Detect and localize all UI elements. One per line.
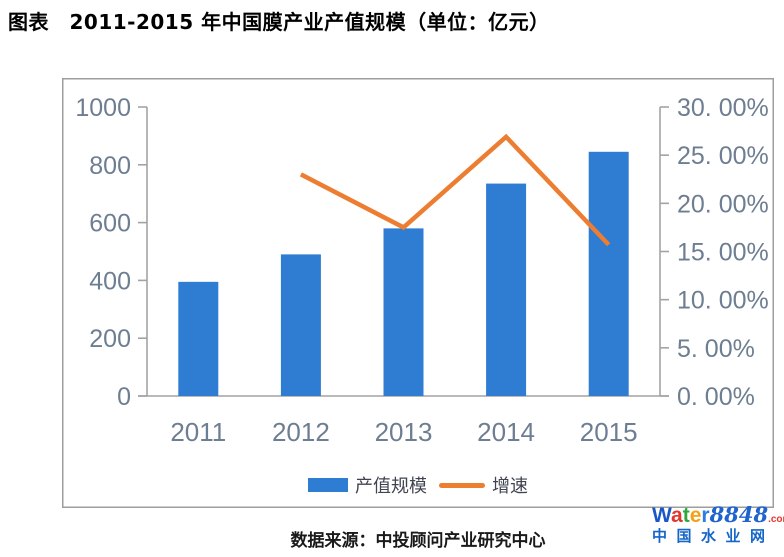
wordmark-8848: 8848: [709, 502, 769, 527]
chart-svg: 0 200 400 600 800 1000 0. 00% 5. 00% 10. 00% 15. …: [62, 78, 774, 508]
bar-2011: [178, 281, 219, 396]
left-axis-tick-label: 600: [89, 210, 131, 238]
data-source-caption: 数据来源：中投顾问产业研究中心: [290, 531, 546, 550]
right-axis-tick-label: 10. 00%: [677, 287, 769, 315]
x-axis-label-2013: 2013: [375, 417, 433, 447]
wordmark-letter: W: [652, 504, 672, 527]
chart-frame: 0 200 400 600 800 1000 0. 00% 5. 00% 10. 00% 15. …: [62, 78, 774, 508]
bar-2014: [486, 183, 527, 396]
wordmark-letter: e: [689, 504, 702, 527]
x-axis-label-2011: 2011: [170, 417, 226, 447]
legend-item-growth: 增速: [439, 472, 528, 498]
legend: 产值规模 增速: [62, 472, 774, 498]
growth-line: [299, 133, 611, 247]
right-axis-tick-label: 15. 00%: [677, 239, 769, 267]
wordmark-letter: a: [671, 504, 683, 527]
water8848-cn-name: 中国水业网: [652, 527, 775, 545]
line-series-marker-icon: [439, 482, 485, 488]
bar-2013: [383, 228, 424, 396]
wordmark-dotcom: .com: [768, 514, 784, 525]
right-axis-tick-label: 25. 00%: [677, 142, 769, 170]
right-axis-tick-label: 30. 00%: [677, 94, 769, 122]
chart-border: [62, 78, 774, 508]
x-axis-label-2012: 2012: [272, 417, 330, 447]
left-axis-tick-label: 400: [89, 267, 131, 295]
bar-2015: [588, 151, 629, 396]
x-axis-label-2015: 2015: [580, 417, 638, 447]
water8848-wordmark: Water8848.com: [652, 504, 784, 526]
left-axis-tick-label: 800: [89, 152, 131, 180]
legend-item-value-scale: 产值规模: [308, 472, 427, 498]
legend-label-value-scale: 产值规模: [355, 476, 427, 496]
right-axis-tick-label: 5. 00%: [677, 335, 755, 363]
wordmark-water: Water: [652, 504, 710, 527]
wordmark-letter: r: [701, 504, 710, 527]
x-axis-label-2014: 2014: [477, 417, 535, 447]
water8848-logo: Water8848.com 中国水业网: [652, 504, 784, 544]
chart-title: 图表 2011-2015 年中国膜产业产值规模（单位：亿元）: [8, 10, 550, 34]
wordmark-letter: t: [682, 504, 690, 527]
right-axis-tick-label: 0. 00%: [677, 383, 755, 411]
right-axis-tick-label: 20. 00%: [677, 190, 769, 218]
left-axis-tick-label: 0: [117, 383, 131, 411]
left-axis-tick-label: 1000: [75, 94, 131, 122]
legend-label-growth: 增速: [492, 476, 528, 496]
left-axis-tick-label: 200: [89, 325, 131, 353]
bar-series-marker-icon: [308, 478, 348, 492]
bar-2012: [280, 254, 321, 396]
